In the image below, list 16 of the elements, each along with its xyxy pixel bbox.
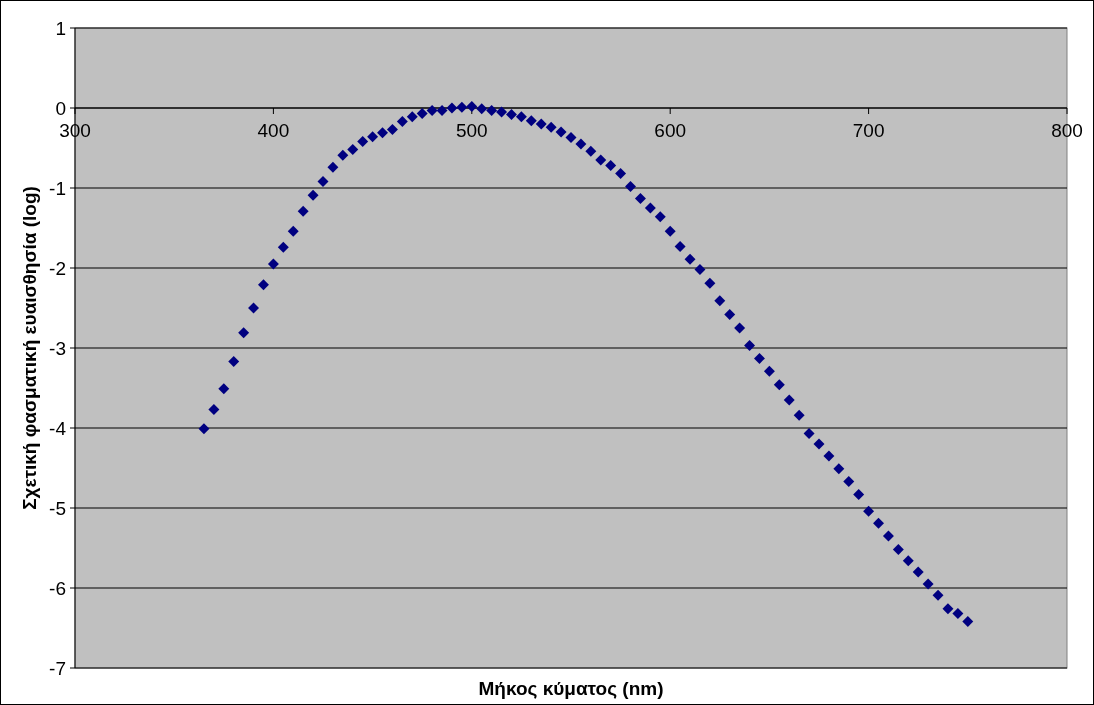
y-tick-label: 1	[55, 17, 66, 39]
y-axis-title: Σχετική φασματική ευαισθησία (log)	[19, 186, 40, 510]
x-tick-label: 500	[455, 120, 488, 141]
y-tick-label: -3	[49, 337, 66, 359]
x-tick-label: 600	[654, 120, 687, 141]
y-tick-label: -2	[49, 257, 66, 279]
y-tick-label: -5	[49, 497, 66, 519]
y-tick-label: 0	[55, 97, 66, 119]
y-tick-label: -1	[49, 177, 66, 199]
y-tick-label: -6	[49, 577, 66, 599]
x-axis-title: Μήκος κύματος (nm)	[478, 678, 664, 699]
x-tick-label: 400	[257, 120, 290, 141]
x-tick-label: 800	[1051, 120, 1083, 141]
y-tick-label: -7	[49, 657, 66, 679]
x-tick-label: 700	[852, 120, 885, 141]
y-tick-label: -4	[49, 417, 67, 439]
